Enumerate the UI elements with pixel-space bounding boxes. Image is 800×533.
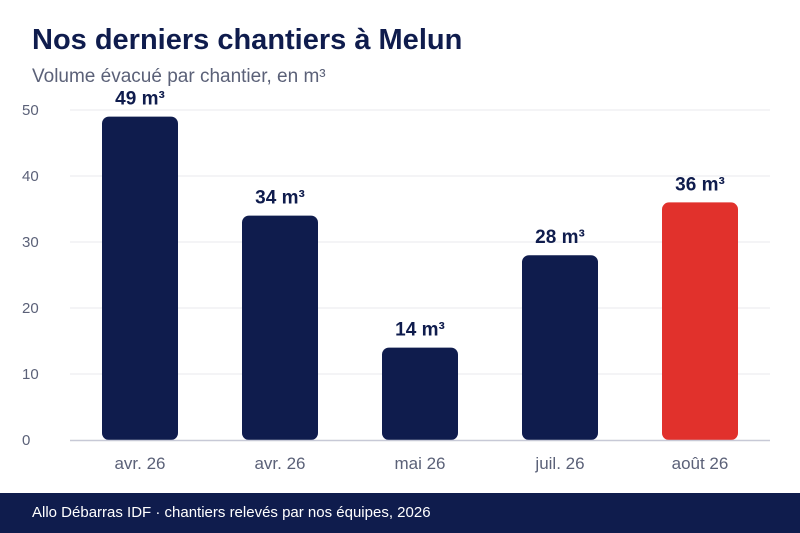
bar-value-label: 49 m³ (115, 89, 165, 110)
footer-bar: Allo Débarras IDF · chantiers relevés pa… (0, 493, 800, 533)
x-tick-label: août 26 (672, 454, 729, 473)
y-tick-label: 40 (22, 168, 39, 185)
bar (522, 255, 598, 440)
x-tick-label: mai 26 (394, 454, 445, 473)
chart-title: Nos derniers chantiers à Melun (32, 24, 463, 56)
bar (102, 116, 178, 440)
x-tick-label: avr. 26 (254, 454, 305, 473)
bar-value-label: 28 m³ (535, 227, 585, 248)
y-tick-label: 30 (22, 234, 39, 251)
bar (242, 215, 318, 440)
bar-chart: 0 10 20 30 40 50 49 m³ avr. 26 34 m³ avr. 26 14 m³… (22, 89, 770, 473)
footer-source-text: Allo Débarras IDF · chantiers relevés pa… (32, 504, 431, 521)
bar-value-label: 36 m³ (675, 174, 725, 195)
chart-subtitle: Volume évacué par chantier, en m³ (32, 66, 326, 87)
x-tick-label: avr. 26 (114, 454, 165, 473)
y-tick-label: 20 (22, 300, 39, 317)
bar (662, 202, 738, 440)
y-tick-label: 50 (22, 102, 39, 119)
bar-value-label: 34 m³ (255, 188, 305, 209)
y-tick-label: 10 (22, 366, 39, 383)
bar (382, 347, 458, 440)
bar-value-label: 14 m³ (395, 320, 445, 341)
x-tick-label: juil. 26 (534, 454, 584, 473)
y-tick-label: 0 (22, 432, 30, 449)
